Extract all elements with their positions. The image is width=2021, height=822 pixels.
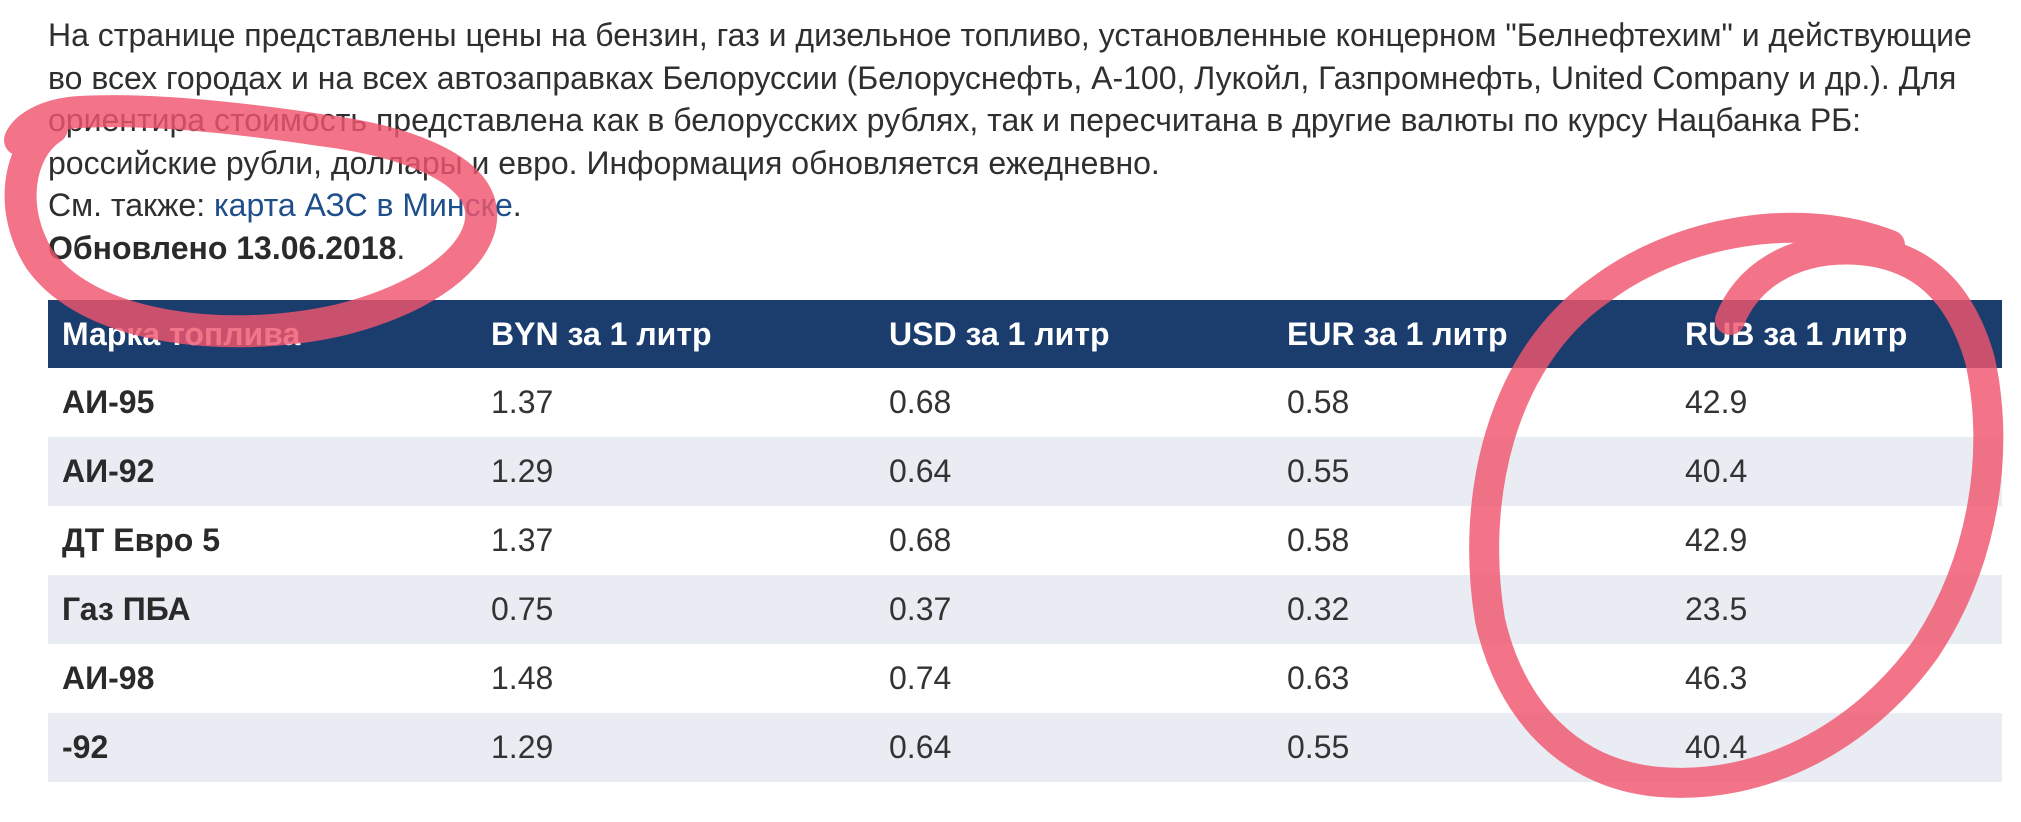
price-usd: 0.74 xyxy=(889,660,952,696)
price-eur: 0.55 xyxy=(1273,437,1671,506)
fuel-price-table: Марка топлива BYN за 1 литр USD за 1 лит… xyxy=(48,300,2002,782)
table-row: АИ-98 1.48 0.74 0.63 46.3 xyxy=(48,644,2002,713)
fuel-name: ДТ Евро 5 xyxy=(62,522,221,558)
price-rub: 42.9 xyxy=(1685,384,1748,420)
see-also-prefix: См. также: xyxy=(48,187,214,223)
price-byn: 1.37 xyxy=(491,522,554,558)
fuel-name: АИ-92 xyxy=(48,437,477,506)
fuel-name: АИ-98 xyxy=(62,660,155,696)
header-byn: BYN за 1 литр xyxy=(477,300,875,368)
updated-line: Обновлено 13.06.2018. xyxy=(48,227,1998,270)
price-byn: 1.37 xyxy=(491,384,554,420)
table-row: ДТ Евро 5 1.37 0.68 0.58 42.9 xyxy=(48,506,2002,575)
price-eur: 0.55 xyxy=(1273,713,1671,782)
header-rub: RUB за 1 литр xyxy=(1671,300,2002,368)
table-header-row: Марка топлива BYN за 1 литр USD за 1 лит… xyxy=(48,300,2002,368)
header-eur: EUR за 1 литр xyxy=(1273,300,1671,368)
price-rub: 40.4 xyxy=(1671,713,2002,782)
price-usd: 0.37 xyxy=(875,575,1273,644)
price-rub: 23.5 xyxy=(1671,575,2002,644)
price-eur: 0.63 xyxy=(1287,660,1350,696)
intro-paragraph: На странице представлены цены на бензин,… xyxy=(48,17,1972,181)
price-eur: 0.32 xyxy=(1273,575,1671,644)
price-rub: 46.3 xyxy=(1685,660,1748,696)
price-byn: 1.29 xyxy=(477,437,875,506)
price-usd: 0.68 xyxy=(889,522,952,558)
table-row: АИ-92 1.29 0.64 0.55 40.4 xyxy=(48,437,2002,506)
price-rub: 40.4 xyxy=(1671,437,2002,506)
updated-date: Обновлено 13.06.2018 xyxy=(48,229,397,266)
fuel-name: -92 xyxy=(48,713,477,782)
updated-suffix: . xyxy=(396,229,406,266)
fuel-name: АИ-95 xyxy=(62,384,155,420)
price-usd: 0.64 xyxy=(875,713,1273,782)
table-row: АИ-95 1.37 0.68 0.58 42.9 xyxy=(48,368,2002,437)
price-byn: 1.29 xyxy=(477,713,875,782)
price-byn: 0.75 xyxy=(477,575,875,644)
price-eur: 0.58 xyxy=(1287,384,1350,420)
table-row: -92 1.29 0.64 0.55 40.4 xyxy=(48,713,2002,782)
header-usd: USD за 1 литр xyxy=(875,300,1273,368)
see-also-line: См. также: карта АЗС в Минске. xyxy=(48,184,1998,227)
table-row: Газ ПБА 0.75 0.37 0.32 23.5 xyxy=(48,575,2002,644)
price-rub: 42.9 xyxy=(1685,522,1748,558)
header-fuel-brand: Марка топлива xyxy=(48,300,477,368)
see-also-suffix: . xyxy=(512,187,522,223)
price-usd: 0.68 xyxy=(889,384,952,420)
intro-text-block: На странице представлены цены на бензин,… xyxy=(48,14,1998,269)
price-eur: 0.58 xyxy=(1287,522,1350,558)
fuel-name: Газ ПБА xyxy=(48,575,477,644)
minsk-gas-station-map-link[interactable]: карта АЗС в Минске xyxy=(213,187,513,223)
price-usd: 0.64 xyxy=(875,437,1273,506)
price-byn: 1.48 xyxy=(491,660,554,696)
